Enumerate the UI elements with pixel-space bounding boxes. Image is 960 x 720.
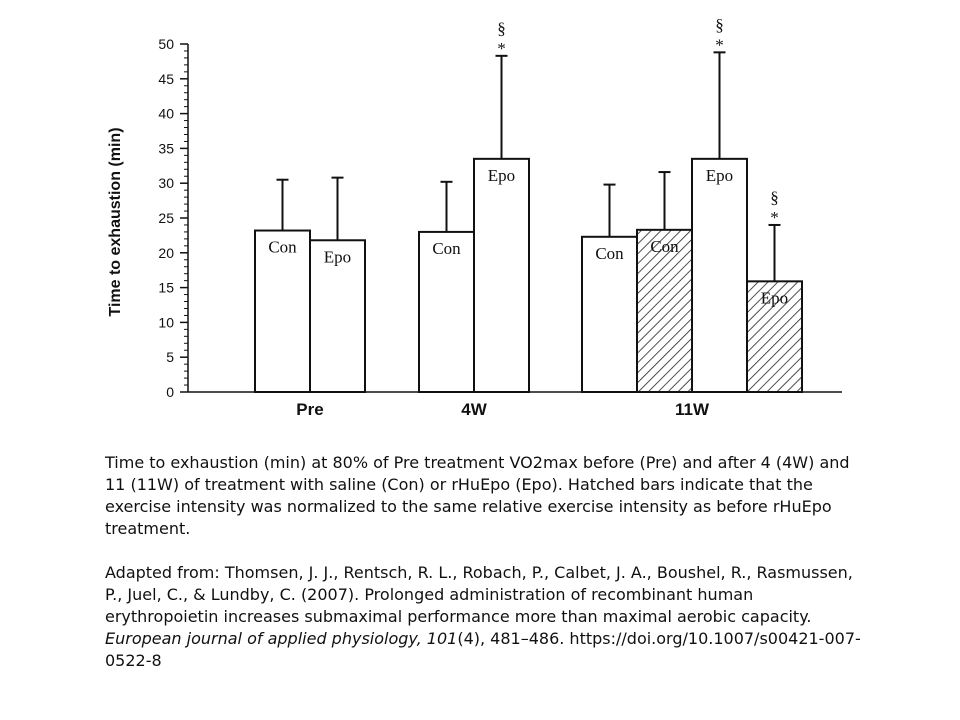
y-tick-label: 15: [158, 280, 174, 296]
citation-journal: European journal of applied physiology, …: [105, 629, 458, 648]
y-tick-label: 35: [158, 140, 174, 156]
figure-caption: Time to exhaustion (min) at 80% of Pre t…: [105, 452, 865, 672]
bar: [636, 228, 693, 393]
bar-label: Con: [595, 244, 624, 263]
bar-label: Con: [268, 238, 297, 257]
x-group-label: Pre: [296, 400, 323, 419]
significance-mark: *: [770, 208, 779, 227]
y-tick-label: 45: [158, 71, 174, 87]
y-tick-label: 0: [166, 384, 174, 400]
bar-label: Epo: [488, 166, 515, 185]
significance-mark: §: [497, 19, 506, 38]
bar-label: Epo: [324, 247, 351, 266]
citation-issue: (4), 481–486. https://doi.org/10.1007/s0…: [105, 629, 861, 670]
y-tick-label: 20: [158, 245, 174, 261]
bar-chart: 0 5 10 15 20 25 30 35 40 45 50 Pre 4W 11W Con Epo Con Ep…: [107, 15, 842, 419]
x-group-label: 4W: [461, 400, 487, 419]
bar: [473, 157, 530, 393]
significance-mark: *: [715, 35, 724, 54]
bar-label: Epo: [761, 288, 788, 307]
y-tick-label: 10: [158, 314, 174, 330]
bar: [309, 239, 366, 393]
bar: [581, 235, 638, 393]
bar: [746, 280, 803, 393]
bar: [691, 157, 748, 393]
significance-mark: §: [715, 15, 724, 34]
significance-mark: §: [770, 188, 779, 207]
y-tick-label: 5: [166, 349, 174, 365]
y-axis-label: Time to exhaustion (min): [107, 127, 124, 316]
y-tick-label: 50: [158, 36, 174, 52]
bar-label: Con: [650, 237, 679, 256]
y-tick-label: 25: [158, 210, 174, 226]
x-group-label: 11W: [675, 400, 710, 419]
bar-label: Epo: [706, 166, 733, 185]
citation: Adapted from: Thomsen, J. J., Rentsch, R…: [105, 562, 865, 672]
significance-mark: *: [497, 39, 506, 58]
bar-label: Con: [432, 239, 461, 258]
y-tick-label: 40: [158, 106, 174, 122]
caption-text: Time to exhaustion (min) at 80% of Pre t…: [105, 453, 850, 538]
citation-authors: Adapted from: Thomsen, J. J., Rentsch, R…: [105, 563, 853, 626]
y-tick-label: 30: [158, 175, 174, 191]
